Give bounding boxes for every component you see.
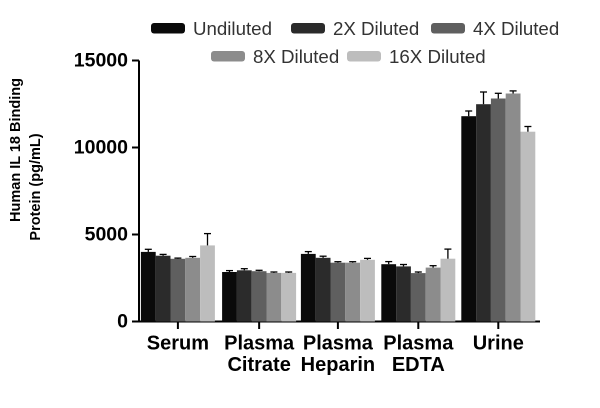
svg-text:8X Diluted: 8X Diluted bbox=[253, 46, 339, 67]
svg-text:Human IL 18 Binding: Human IL 18 Binding bbox=[8, 78, 24, 222]
svg-text:Protein (pg/mL): Protein (pg/mL) bbox=[28, 133, 44, 240]
svg-text:Plasma: Plasma bbox=[303, 333, 374, 355]
svg-text:Urine: Urine bbox=[473, 333, 524, 355]
svg-text:0: 0 bbox=[117, 311, 128, 333]
svg-text:Undiluted: Undiluted bbox=[193, 18, 272, 39]
svg-text:5000: 5000 bbox=[85, 224, 129, 246]
svg-text:EDTA: EDTA bbox=[392, 354, 445, 376]
svg-text:16X Diluted: 16X Diluted bbox=[389, 46, 486, 67]
svg-text:Plasma: Plasma bbox=[224, 333, 295, 355]
svg-text:Citrate: Citrate bbox=[227, 354, 290, 376]
svg-text:Serum: Serum bbox=[147, 333, 209, 355]
svg-text:2X Diluted: 2X Diluted bbox=[333, 18, 419, 39]
svg-text:15000: 15000 bbox=[74, 50, 128, 72]
svg-text:Plasma: Plasma bbox=[383, 333, 454, 355]
svg-text:10000: 10000 bbox=[74, 137, 128, 159]
svg-text:4X Diluted: 4X Diluted bbox=[473, 18, 559, 39]
svg-text:Heparin: Heparin bbox=[301, 354, 375, 376]
